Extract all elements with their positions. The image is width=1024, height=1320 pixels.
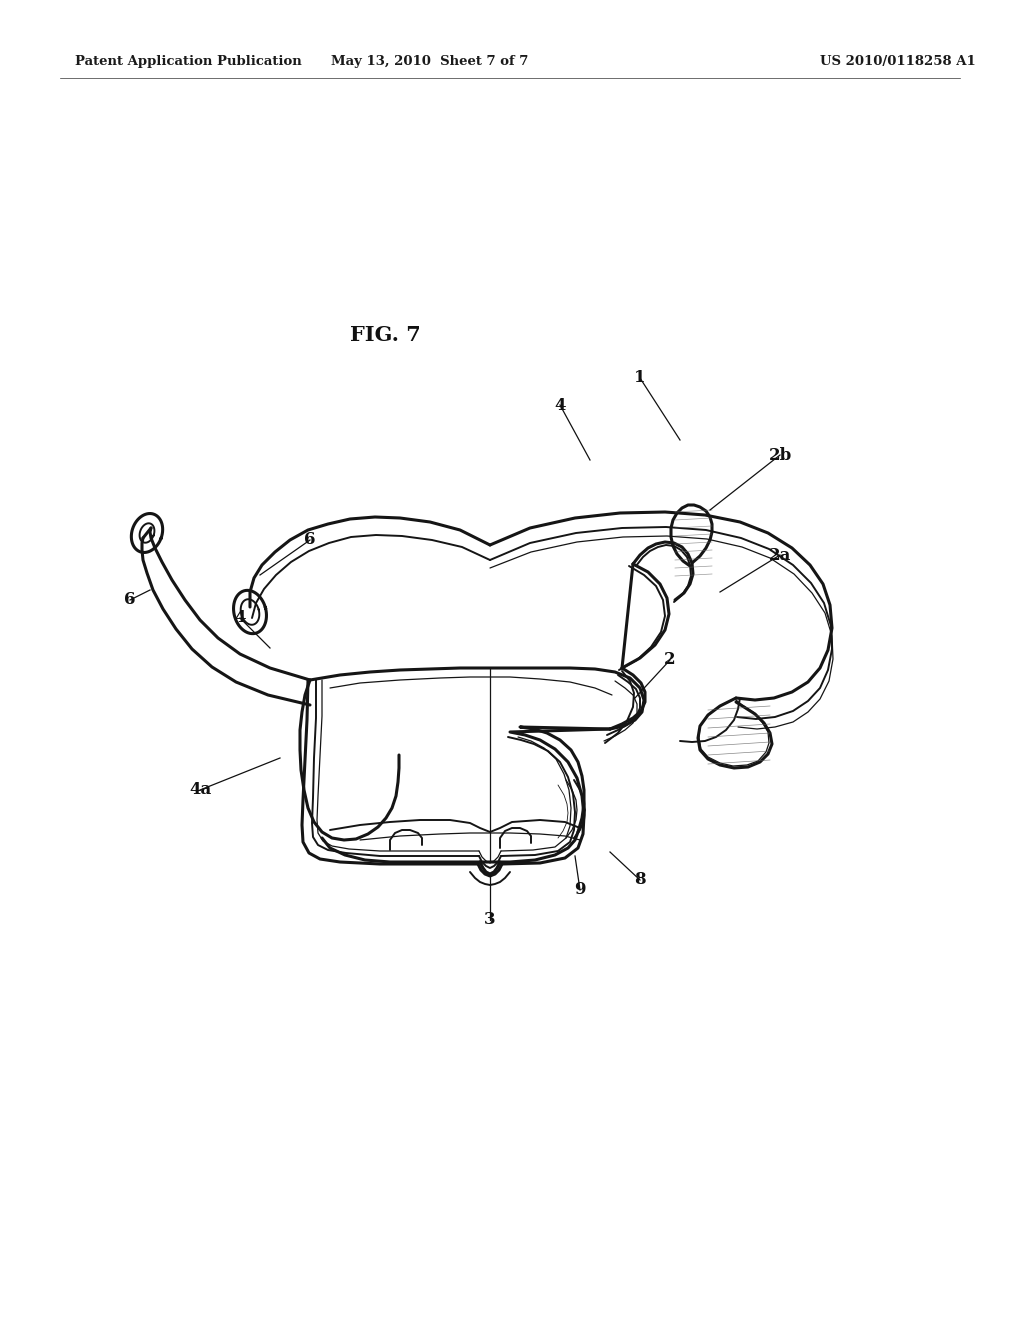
Text: US 2010/0118258 A1: US 2010/0118258 A1 bbox=[820, 55, 976, 69]
Text: 1: 1 bbox=[634, 370, 646, 387]
Text: 9: 9 bbox=[574, 882, 586, 899]
Text: 6: 6 bbox=[304, 532, 315, 549]
Text: 4: 4 bbox=[554, 396, 565, 413]
Text: Patent Application Publication: Patent Application Publication bbox=[75, 55, 302, 69]
Text: 4: 4 bbox=[234, 610, 246, 627]
Text: 8: 8 bbox=[634, 871, 646, 888]
Text: 6: 6 bbox=[124, 591, 136, 609]
Text: 3: 3 bbox=[484, 912, 496, 928]
Text: FIG. 7: FIG. 7 bbox=[349, 325, 421, 345]
Text: May 13, 2010  Sheet 7 of 7: May 13, 2010 Sheet 7 of 7 bbox=[332, 55, 528, 69]
Text: 2a: 2a bbox=[769, 546, 792, 564]
Text: 2: 2 bbox=[665, 652, 676, 668]
Text: 2b: 2b bbox=[768, 446, 792, 463]
Text: 4a: 4a bbox=[188, 781, 211, 799]
